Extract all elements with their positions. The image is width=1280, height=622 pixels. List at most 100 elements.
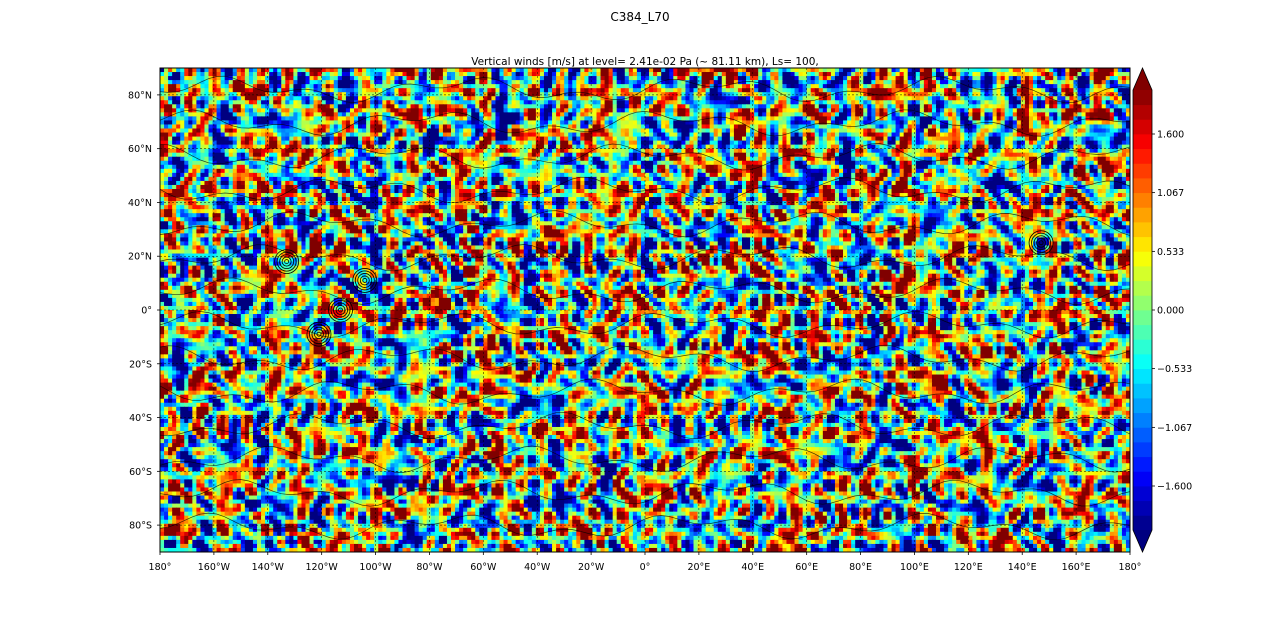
heatmap-cell — [665, 72, 670, 77]
heatmap-cell — [253, 137, 258, 142]
heatmap-cell — [738, 76, 743, 81]
heatmap-cell — [540, 141, 545, 146]
heatmap-cell — [346, 137, 351, 142]
heatmap-cell — [714, 137, 719, 142]
heatmap-cell — [831, 149, 836, 154]
heatmap-cell — [819, 68, 824, 73]
heatmap-cell — [867, 104, 872, 109]
heatmap-cell — [916, 149, 921, 154]
heatmap-cell — [1045, 100, 1050, 105]
heatmap-cell — [673, 100, 678, 105]
heatmap-cell — [233, 129, 238, 134]
heatmap-cell — [948, 141, 953, 146]
heatmap-cell — [358, 84, 363, 89]
heatmap-cell — [213, 149, 218, 154]
heatmap-cell — [1106, 92, 1111, 97]
heatmap-cell — [407, 129, 412, 134]
heatmap-cell — [746, 76, 751, 81]
heatmap-cell — [560, 137, 565, 142]
heatmap-cell — [580, 80, 585, 85]
heatmap-cell — [350, 92, 355, 97]
heatmap-cell — [726, 149, 731, 154]
heatmap-cell — [520, 137, 525, 142]
heatmap-cell — [1090, 137, 1095, 142]
heatmap-cell — [221, 68, 226, 73]
heatmap-cell — [338, 100, 343, 105]
heatmap-cell — [1057, 137, 1062, 142]
heatmap-cell — [491, 104, 496, 109]
heatmap-cell — [285, 108, 290, 113]
heatmap-cell — [180, 141, 185, 146]
heatmap-cell — [770, 72, 775, 77]
heatmap-cell — [1053, 76, 1058, 81]
heatmap-cell — [358, 80, 363, 85]
heatmap-cell — [225, 92, 230, 97]
heatmap-cell — [544, 116, 549, 121]
heatmap-cell — [1005, 76, 1010, 81]
heatmap-cell — [665, 108, 670, 113]
heatmap-cell — [1102, 108, 1107, 113]
heatmap-cell — [685, 116, 690, 121]
heatmap-cell — [516, 84, 521, 89]
heatmap-cell — [289, 137, 294, 142]
heatmap-cell — [463, 68, 468, 73]
heatmap-cell — [645, 137, 650, 142]
heatmap-cell — [968, 124, 973, 129]
heatmap-cell — [819, 108, 824, 113]
heatmap-cell — [738, 88, 743, 93]
heatmap-cell — [912, 104, 917, 109]
heatmap-cell — [390, 104, 395, 109]
heatmap-cell — [940, 129, 945, 134]
heatmap-cell — [204, 92, 209, 97]
heatmap-cell — [342, 108, 347, 113]
heatmap-cell — [233, 96, 238, 101]
heatmap-cell — [536, 129, 541, 134]
heatmap-cell — [415, 96, 420, 101]
heatmap-cell — [548, 124, 553, 129]
heatmap-cell — [908, 68, 913, 73]
heatmap-cell — [738, 133, 743, 138]
heatmap-cell — [1086, 129, 1091, 134]
heatmap-cell — [653, 141, 658, 146]
heatmap-cell — [831, 133, 836, 138]
heatmap-cell — [807, 72, 812, 77]
heatmap-cell — [495, 116, 500, 121]
heatmap-cell — [871, 133, 876, 138]
heatmap-cell — [188, 72, 193, 77]
heatmap-cell — [1094, 84, 1099, 89]
heatmap-cell — [447, 120, 452, 125]
heatmap-cell — [710, 137, 715, 142]
heatmap-cell — [1065, 68, 1070, 73]
heatmap-cell — [398, 133, 403, 138]
heatmap-cell — [900, 100, 905, 105]
heatmap-cell — [980, 72, 985, 77]
heatmap-cell — [1118, 137, 1123, 142]
heatmap-cell — [811, 68, 816, 73]
heatmap-cell — [702, 141, 707, 146]
heatmap-cell — [972, 100, 977, 105]
heatmap-cell — [677, 68, 682, 73]
heatmap-cell — [1122, 80, 1127, 85]
heatmap-cell — [985, 104, 990, 109]
heatmap-cell — [871, 96, 876, 101]
heatmap-cell — [451, 88, 456, 93]
heatmap-cell — [176, 96, 181, 101]
heatmap-cell — [1086, 76, 1091, 81]
heatmap-cell — [669, 76, 674, 81]
heatmap-cell — [1017, 137, 1022, 142]
heatmap-cell — [677, 80, 682, 85]
heatmap-cell — [407, 108, 412, 113]
heatmap-cell — [592, 141, 597, 146]
heatmap-cell — [912, 133, 917, 138]
heatmap-cell — [657, 92, 662, 97]
heatmap-cell — [722, 72, 727, 77]
heatmap-cell — [516, 149, 521, 154]
heatmap-cell — [269, 133, 274, 138]
heatmap-cell — [1021, 108, 1026, 113]
heatmap-cell — [677, 137, 682, 142]
heatmap-cell — [1061, 104, 1066, 109]
heatmap-cell — [867, 124, 872, 129]
heatmap-cell — [685, 88, 690, 93]
heatmap-cell — [912, 120, 917, 125]
heatmap-cell — [423, 141, 428, 146]
